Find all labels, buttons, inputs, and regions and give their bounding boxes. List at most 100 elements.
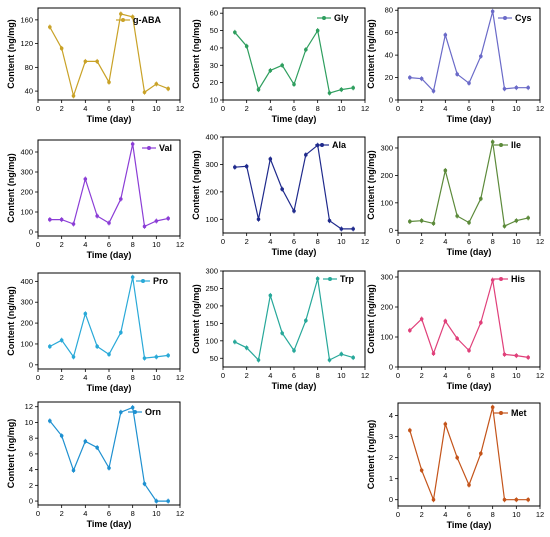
data-point	[304, 318, 308, 323]
x-tick-label: 4	[83, 509, 87, 518]
y-tick-label: 300	[20, 298, 33, 307]
x-tick-label: 12	[536, 510, 544, 519]
y-tick-label: 200	[20, 319, 33, 328]
data-point	[256, 217, 261, 222]
y-tick-label: 250	[205, 284, 218, 293]
x-tick-label: 8	[491, 237, 495, 246]
data-point	[327, 218, 332, 223]
data-point	[107, 221, 111, 225]
x-axis-label: Time (day)	[87, 250, 132, 260]
x-tick-label: 0	[396, 237, 400, 246]
y-tick-label: 30	[210, 61, 218, 70]
data-point	[339, 87, 344, 92]
data-point	[244, 44, 249, 48]
data-point	[268, 68, 273, 73]
x-tick-label: 6	[467, 510, 471, 519]
chart-panel-ile: 0 2 4 6 8 10 12 0 100 200 300 Time (day) Content (ng…	[366, 136, 544, 257]
data-point	[83, 311, 88, 316]
x-tick-label: 4	[268, 104, 272, 113]
x-tick-label: 10	[152, 509, 160, 518]
y-tick-label: 160	[20, 15, 33, 24]
legend-swatch-marker	[503, 16, 507, 20]
y-tick-label: 40	[385, 51, 393, 60]
y-tick-label: 100	[205, 336, 218, 345]
x-tick-label: 6	[467, 371, 471, 380]
y-axis-label: Content (ng/mg)	[366, 19, 376, 88]
legend-swatch-marker	[133, 410, 137, 414]
data-point	[431, 497, 436, 502]
data-point	[83, 439, 88, 444]
y-tick-label: 100	[380, 198, 393, 207]
data-point	[280, 331, 284, 335]
x-tick-label: 12	[176, 240, 184, 249]
series-line	[409, 141, 529, 227]
data-point	[526, 355, 530, 360]
y-tick-label: 200	[380, 171, 393, 180]
chart-panel-cys: 0 2 4 6 8 10 12 0 20 40 60 80 Time (day) Content (ng/…	[366, 6, 544, 124]
y-tick-label: 60	[210, 9, 218, 18]
x-axis-label: Time (day)	[87, 383, 132, 393]
data-point	[455, 214, 459, 218]
y-tick-label: 3	[389, 432, 393, 441]
x-tick-label: 12	[176, 104, 184, 113]
x-tick-label: 6	[467, 104, 471, 113]
x-tick-label: 6	[292, 371, 296, 380]
legend-swatch-marker	[141, 279, 145, 283]
data-point	[419, 218, 424, 223]
legend-label: Met	[511, 408, 527, 418]
data-point	[71, 355, 76, 359]
legend-label: Cys	[515, 13, 532, 23]
x-tick-label: 6	[107, 104, 111, 113]
data-point	[119, 12, 123, 16]
x-axis-label: Time (day)	[87, 519, 132, 529]
data-point	[419, 317, 424, 321]
x-tick-label: 8	[491, 510, 495, 519]
data-point	[431, 89, 436, 93]
data-point	[315, 276, 320, 281]
x-tick-label: 4	[443, 237, 447, 246]
legend-swatch-marker	[499, 143, 503, 147]
series-line	[49, 143, 169, 228]
data-point	[526, 497, 530, 502]
y-tick-label: 300	[205, 267, 218, 276]
x-tick-label: 0	[36, 104, 40, 113]
data-point	[526, 216, 530, 220]
data-point	[292, 209, 296, 213]
y-axis-label: Content (ng/mg)	[191, 19, 201, 88]
y-tick-label: 0	[389, 96, 393, 105]
data-point	[83, 177, 88, 181]
legend-label: g-ABA	[133, 15, 161, 25]
x-axis-label: Time (day)	[272, 381, 317, 391]
x-tick-label: 4	[83, 104, 87, 113]
x-tick-label: 0	[396, 510, 400, 519]
y-tick-label: 200	[20, 188, 33, 197]
x-tick-label: 2	[60, 509, 64, 518]
x-tick-label: 2	[420, 371, 424, 380]
legend-label: His	[511, 274, 525, 284]
x-tick-label: 6	[292, 104, 296, 113]
data-point	[419, 76, 424, 81]
series-line	[49, 277, 169, 359]
y-tick-label: 60	[385, 28, 393, 37]
legend-label: Ile	[511, 140, 521, 150]
chart-panel-his: 0 2 4 6 8 10 12 0 100 200 300 Time (day) Content (ng…	[366, 270, 544, 391]
data-point	[107, 80, 111, 84]
y-tick-label: 8	[29, 434, 33, 443]
legend-label: Gly	[334, 13, 349, 23]
y-tick-label: 0	[29, 497, 33, 506]
chart-panel-pro: 0 2 4 6 8 10 12 0 100 200 300 400 Time (day) Content …	[6, 272, 184, 393]
x-tick-label: 10	[512, 237, 520, 246]
data-point	[256, 358, 261, 362]
data-point	[95, 344, 99, 349]
series-line	[234, 278, 354, 362]
x-tick-label: 8	[491, 371, 495, 380]
plot-frame	[397, 402, 541, 507]
x-tick-label: 8	[316, 371, 320, 380]
data-point	[83, 59, 88, 64]
x-tick-label: 4	[443, 510, 447, 519]
data-point	[502, 86, 507, 91]
x-tick-label: 12	[361, 237, 369, 246]
legend-swatch-marker	[328, 277, 332, 281]
